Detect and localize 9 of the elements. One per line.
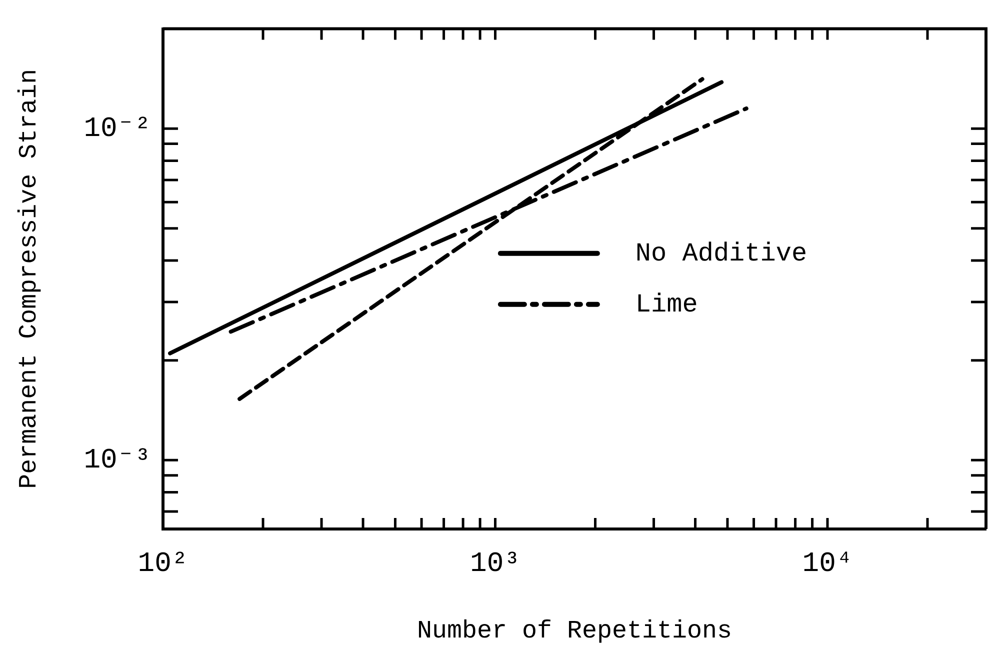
legend-label: No Additive xyxy=(635,238,808,268)
x-tick-label: 10³ xyxy=(470,549,520,580)
y-tick-label: 10⁻² xyxy=(84,114,151,146)
legend-label: Lime xyxy=(635,289,698,320)
x-tick-label: 10² xyxy=(138,549,188,580)
x-axis-title: Number of Repetitions xyxy=(416,616,732,646)
y-tick-label: 10⁻³ xyxy=(84,446,151,477)
y-axis-title: Permanent Compressive Strain xyxy=(14,68,44,489)
x-tick-label: 10⁴ xyxy=(802,549,853,580)
